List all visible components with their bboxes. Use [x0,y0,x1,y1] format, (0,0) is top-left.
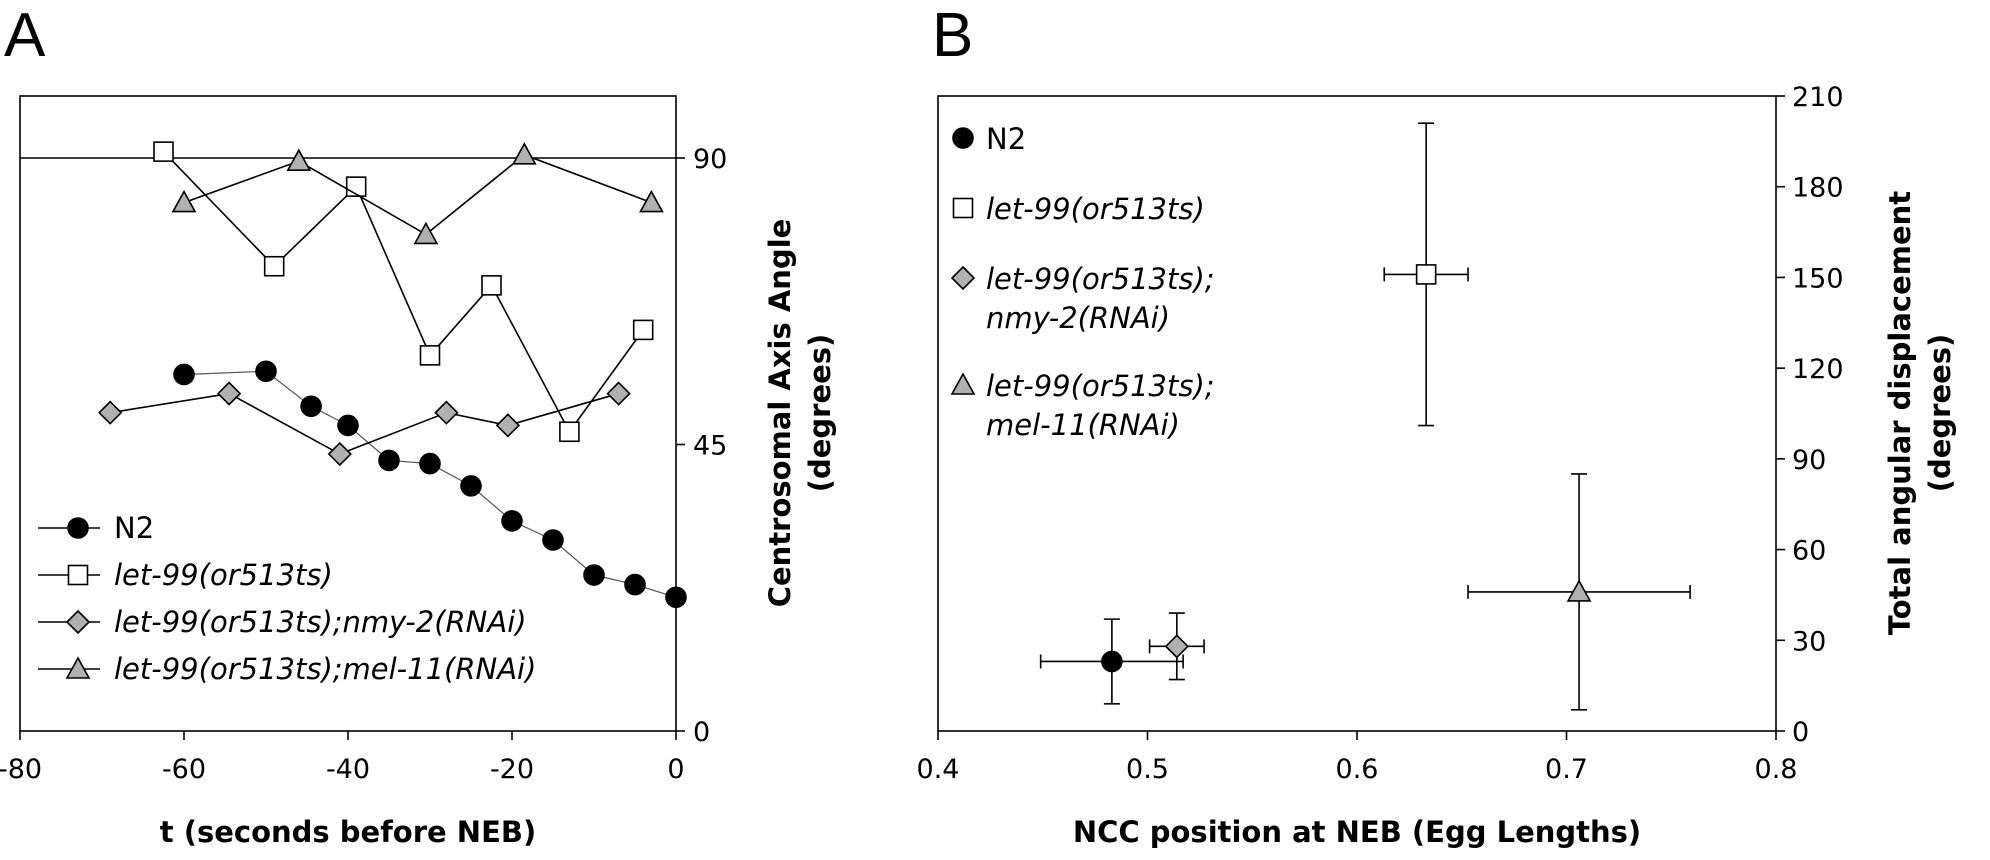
data-point [495,413,521,438]
series-line [110,392,619,455]
legend-marker [65,609,91,635]
y-tick-label: 0 [1792,717,1809,748]
legend-label: let-99(or513ts);nmy-2(RNAi) [114,605,527,639]
data-point [153,141,174,162]
legend-label: mel-11(RNAi) [986,408,1180,442]
x-tick-label: 0.7 [1545,754,1588,785]
data-point [1101,650,1123,673]
panel-label: B [932,1,973,70]
y-tick-label: 210 [1792,82,1844,113]
x-tick-label: -20 [490,754,534,785]
data-point [98,400,123,425]
legend-label: N2 [986,122,1026,156]
y-axis-title-line: (degrees) [1923,334,1957,493]
data-point [1415,264,1437,285]
y-tick-label: 180 [1792,173,1844,204]
y-tick-label: 120 [1792,354,1844,385]
data-point [1566,579,1592,602]
legend-label: N2 [114,511,154,545]
y-tick-label: 90 [1792,445,1826,476]
data-point [481,275,502,296]
legend-marker [952,197,974,219]
x-tick-label: 0.4 [917,754,960,785]
data-point [583,564,605,586]
y-axis-title-line: Total angular displacement [1883,191,1917,635]
y-tick-label: 90 [693,144,727,175]
legend-label: let-99(or513ts); [986,262,1215,296]
data-point [419,452,441,475]
y-axis-title-line: (degrees) [803,334,837,493]
data-point [300,395,322,418]
series-line [183,153,652,236]
panel-label: A [4,1,46,70]
data-point [434,400,459,425]
y-axis-title: Total angular displacement (degrees) [1883,191,1957,635]
x-tick-label: -80 [0,754,42,785]
data-point [501,510,523,532]
data-point [413,221,439,245]
data-point [1164,634,1189,659]
x-tick-label: 0.8 [1755,754,1798,785]
y-tick-label: 30 [1792,626,1826,657]
data-point [632,319,654,341]
x-tick-label: -40 [326,754,370,785]
data-point [337,414,359,437]
legend-marker [950,265,976,291]
y-tick-label: 60 [1792,536,1826,567]
data-point [542,529,564,551]
data-point [378,449,400,472]
y-axis-title-line: Centrosomal Axis Angle [763,219,797,608]
x-tick-label: 0 [667,754,684,785]
x-tick-label: 0.5 [1126,754,1169,785]
x-axis-title: NCC position at NEB (Egg Lengths) [1073,815,1641,849]
x-tick-label: -60 [162,754,206,785]
data-point [171,189,197,213]
data-point [263,255,285,277]
panel-b: B 0.4 0.5 0.6 0.7 0.8 0 30 60 90 120 150 180 210 NCC p… [917,1,1957,849]
legend-marker [952,127,974,149]
data-point [511,142,537,165]
legend-label: let-99(or513ts) [986,192,1205,226]
data-point [173,363,195,386]
legend-label: let-99(or513ts);mel-11(RNAi) [114,652,536,686]
data-point [216,381,242,406]
legend-label: let-99(or513ts) [114,558,333,592]
y-tick-label: 150 [1792,263,1844,294]
data-point [460,475,482,497]
legend-marker [67,564,89,586]
y-tick-label: 0 [693,717,710,748]
data-point [559,421,580,443]
data-point [419,345,441,366]
data-point [606,381,631,406]
legend-marker [65,656,91,679]
y-tick-label: 45 [693,431,727,462]
x-tick-label: 0.6 [1336,754,1379,785]
data-point [665,586,687,609]
data-point [255,360,277,383]
y-axis-title: Centrosomal Axis Angle (degrees) [763,219,837,608]
data-point [327,441,352,467]
legend-label: nmy-2(RNAi) [986,301,1170,335]
legend-marker [950,372,976,395]
data-point [345,176,367,197]
data-point [639,189,664,213]
legend-marker [67,517,89,539]
x-axis-title: t (seconds before NEB) [160,815,537,849]
legend-label: let-99(or513ts); [986,369,1215,403]
data-point [624,573,646,596]
panel-a: A -80 -60 -40 -20 00 45 90 t (seconds before NEB… [0,1,837,849]
data-point [286,148,312,171]
